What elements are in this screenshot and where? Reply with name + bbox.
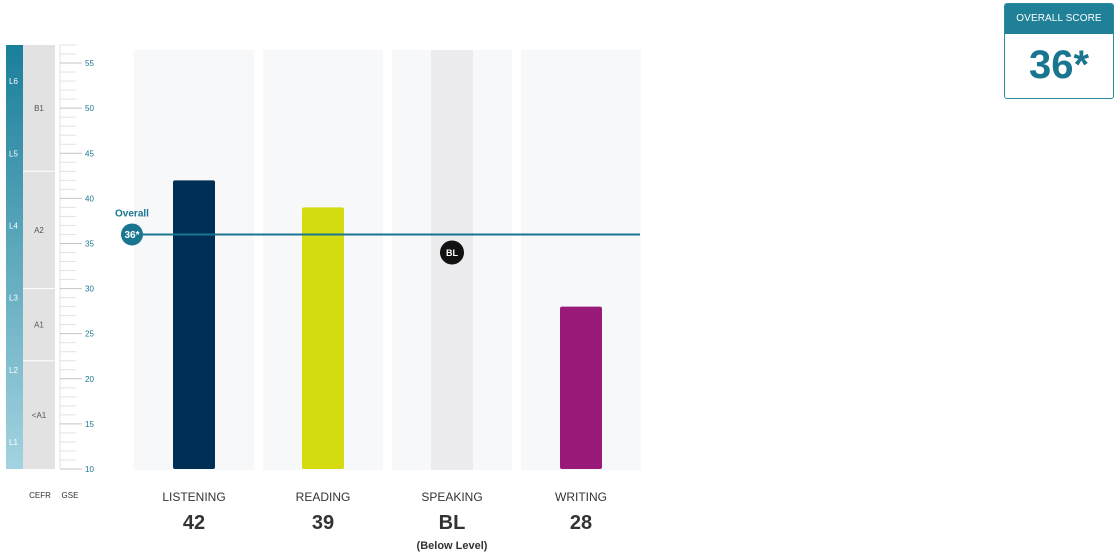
category-label-writing: WRITING: [555, 490, 607, 504]
cefr-axis-label: CEFR: [29, 491, 51, 500]
score-label-listening: 42: [183, 512, 205, 534]
speaking-bl-marker-label: BL: [446, 248, 458, 258]
cefr-band-label: A1: [34, 321, 44, 330]
level-label-l4: L4: [9, 221, 18, 230]
score-label-speaking: BL: [439, 512, 466, 534]
overall-badge: [121, 223, 143, 246]
cefr-band-label: <A1: [32, 411, 47, 420]
gse-tick-label: 50: [85, 104, 94, 113]
level-label-l1: L1: [9, 438, 18, 447]
score-label-reading: 39: [312, 512, 334, 534]
gse-tick-label: 15: [85, 420, 94, 429]
speaking-bl-marker: [440, 240, 464, 265]
speaking-sub-label: (Below Level): [417, 540, 488, 552]
level-label-l3: L3: [9, 294, 18, 303]
overall-label: Overall: [115, 208, 149, 219]
bar-writing: [560, 306, 602, 469]
level-label-l2: L2: [9, 366, 18, 375]
gse-tick-label: 20: [85, 375, 94, 384]
level-strip: [6, 45, 23, 469]
cefr-band-label: B1: [34, 104, 44, 113]
level-label-l6: L6: [9, 77, 18, 86]
gse-axis-label: GSE: [62, 491, 79, 500]
gse-tick-label: 40: [85, 194, 94, 203]
overall-score-card: OVERALL SCORE 36*: [1004, 3, 1114, 99]
cefr-strip: [23, 45, 55, 469]
gse-tick-label: 10: [85, 465, 94, 474]
cefr-band-label: A2: [34, 226, 44, 235]
overall-score-header: OVERALL SCORE: [1005, 4, 1113, 34]
bar-listening: [173, 180, 215, 469]
level-label-l5: L5: [9, 149, 18, 158]
category-label-reading: READING: [296, 490, 351, 504]
gse-tick-label: 35: [85, 239, 94, 248]
gse-tick-label: 30: [85, 285, 94, 294]
gse-tick-label: 55: [85, 59, 94, 68]
gse-tick-label: 25: [85, 330, 94, 339]
category-label-listening: LISTENING: [162, 490, 225, 504]
score-label-writing: 28: [570, 512, 592, 534]
bar-reading: [302, 207, 344, 469]
category-label-speaking: SPEAKING: [421, 490, 482, 504]
skills-score-chart: L1 L2 L3 L4 L5 L6 <A1 A1 A2 B1 10 15 20 25 30 35 40 45 50 5…: [6, 44, 641, 552]
gse-tick-label: 45: [85, 149, 94, 158]
overall-badge-label: 36*: [124, 230, 139, 241]
overall-score-value: 36*: [1028, 43, 1090, 87]
